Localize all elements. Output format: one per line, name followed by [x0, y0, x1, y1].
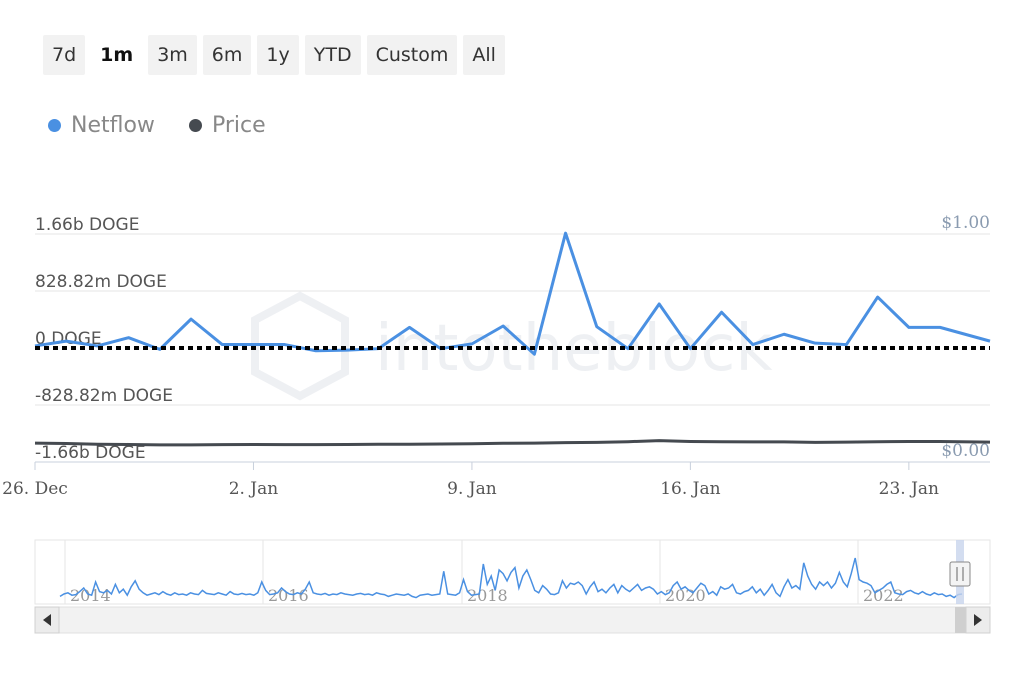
navigator-scrollbar[interactable] — [34, 606, 991, 634]
navigator-handle-icon[interactable] — [949, 561, 971, 587]
range-button-1y[interactable]: 1y — [257, 35, 299, 75]
range-button-1m[interactable]: 1m — [91, 35, 143, 75]
legend-item-price[interactable]: Price — [188, 113, 266, 138]
scrollbar-track — [34, 606, 991, 634]
range-button-custom[interactable]: Custom — [366, 35, 458, 75]
x-tick-label: 26. Dec — [2, 479, 68, 499]
y-tick-label-right: $0.00 — [941, 441, 990, 461]
y-tick-label-left: 1.66b DOGE — [35, 215, 139, 235]
x-tick-label: 16. Jan — [660, 479, 720, 499]
price-dot-icon — [188, 119, 202, 132]
range-selector: 7d 1m 3m 6m 1y YTD Custom All — [43, 35, 505, 75]
scroll-left-button[interactable] — [34, 606, 60, 634]
range-button-ytd[interactable]: YTD — [304, 35, 361, 75]
legend-label-price: Price — [211, 113, 266, 138]
range-button-7d[interactable]: 7d — [43, 35, 86, 75]
legend: Netflow Price — [48, 113, 266, 138]
navigator-tick-label: 2016 — [268, 586, 309, 605]
legend-item-netflow[interactable]: Netflow — [48, 113, 155, 138]
arrow-left-icon — [43, 614, 51, 626]
watermark-logo-icon — [251, 291, 349, 401]
series-line-price — [34, 439, 991, 447]
y-tick-label-right: $1.00 — [941, 213, 990, 233]
navigator-handle-box — [949, 561, 971, 587]
navigator-tick-label: 2018 — [467, 586, 508, 605]
range-button-3m[interactable]: 3m — [148, 35, 197, 75]
netflow-dot-icon — [48, 119, 61, 132]
navigator-series-line — [59, 557, 963, 599]
x-tick-label: 2. Jan — [229, 479, 279, 499]
navigator-tick-label: 2022 — [863, 586, 904, 605]
legend-label-netflow: Netflow — [71, 113, 155, 138]
series-line-netflow — [34, 231, 991, 356]
arrow-right-icon — [974, 614, 982, 626]
range-button-6m[interactable]: 6m — [202, 35, 252, 75]
scrollbar-thumb — [955, 607, 967, 633]
y-tick-label-left: -1.66b DOGE — [35, 443, 146, 463]
x-tick-label: 9. Jan — [447, 479, 497, 499]
scroll-right-button[interactable] — [965, 606, 991, 634]
x-tick-label: 23. Jan — [879, 479, 939, 499]
y-tick-label-left: 828.82m DOGE — [35, 272, 167, 292]
y-tick-label-left: -828.82m DOGE — [35, 386, 173, 406]
range-button-all[interactable]: All — [463, 35, 505, 75]
